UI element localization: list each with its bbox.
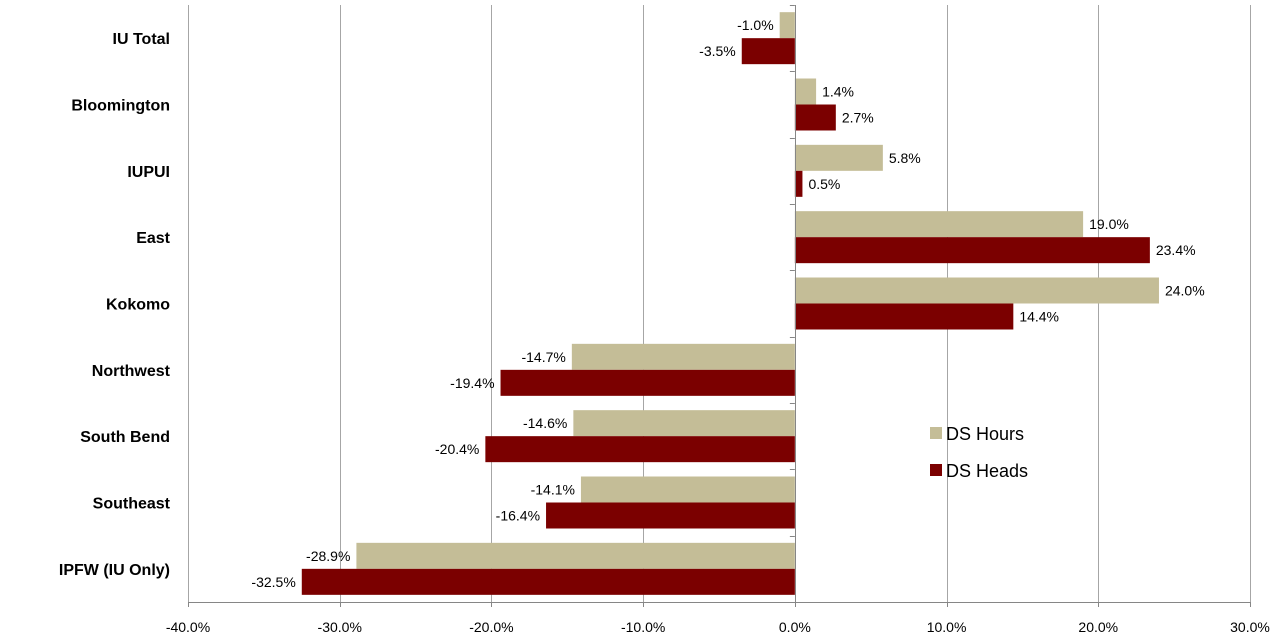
category-label: Bloomington: [71, 98, 170, 115]
legend-label: DS Hours: [946, 424, 1024, 444]
legend-swatch-ds-hours: [930, 427, 942, 439]
x-tick-label: 10.0%: [927, 619, 967, 635]
x-tick-label: -20.0%: [469, 619, 513, 635]
data-labels: -1.0%-3.5% 1.4% 2.7% 5.8% 0.5% 19.0% 23.4% 24.0…: [251, 17, 1204, 590]
data-label: -14.6%: [523, 415, 567, 431]
bar-ds-hours: [794, 277, 1159, 304]
x-tick-label: 0.0%: [779, 619, 811, 635]
category-label: IU Total: [113, 31, 170, 48]
data-label: 2.7%: [842, 110, 874, 126]
category-label: South Bend: [80, 429, 170, 446]
data-label: -14.1%: [531, 482, 575, 498]
x-tick-label: 20.0%: [1078, 619, 1118, 635]
bar-ds-hours: [356, 542, 795, 569]
bars: [301, 12, 1159, 595]
category-label: Kokomo: [106, 297, 170, 314]
legend-label: DS Heads: [946, 461, 1028, 481]
axes: [188, 5, 1251, 607]
data-label: 14.4%: [1019, 309, 1059, 325]
bar-ds-heads: [546, 502, 795, 529]
x-tick-label: 30.0%: [1230, 619, 1270, 635]
x-tick-label: -40.0%: [166, 619, 210, 635]
bar-ds-heads: [485, 436, 795, 463]
bar-ds-heads: [794, 303, 1014, 330]
data-label: -1.0%: [737, 17, 774, 33]
data-label: 0.5%: [808, 176, 840, 192]
x-tick-labels: -40.0% -30.0% -20.0% -10.0% 0.0% 10.0% 20.0% 30…: [166, 619, 1270, 635]
data-label: -14.7%: [521, 349, 565, 365]
category-label: East: [136, 230, 170, 247]
data-label: 1.4%: [822, 84, 854, 100]
bar-ds-heads: [794, 170, 803, 197]
legend-swatch-ds-heads: [930, 464, 942, 476]
bar-ds-heads: [741, 38, 795, 65]
category-label: Northwest: [92, 363, 171, 380]
data-label: -16.4%: [496, 508, 540, 524]
bar-ds-hours: [794, 144, 883, 171]
bar-ds-hours: [571, 343, 795, 370]
category-label: IPFW (IU Only): [59, 562, 170, 579]
data-label: 23.4%: [1156, 242, 1196, 258]
data-label: -32.5%: [251, 574, 295, 590]
data-label: -3.5%: [699, 43, 736, 59]
bar-ds-hours: [779, 12, 795, 39]
bar-ds-hours: [573, 410, 795, 437]
data-label: 24.0%: [1165, 283, 1205, 299]
data-label: -20.4%: [435, 441, 479, 457]
data-label: -28.9%: [306, 548, 350, 564]
data-label: -19.4%: [450, 375, 494, 391]
data-label: 5.8%: [889, 150, 921, 166]
category-label: Southeast: [93, 496, 171, 513]
x-tick-label: -10.0%: [621, 619, 665, 635]
category-labels: IU Total Bloomington IUPUI East Kokomo Northw…: [59, 31, 171, 579]
bar-ds-heads: [500, 369, 795, 396]
category-label: IUPUI: [127, 164, 170, 181]
bar-ds-heads: [301, 568, 795, 595]
bar-ds-hours: [794, 78, 817, 105]
bar-ds-heads: [794, 104, 836, 131]
bar-ds-heads: [794, 237, 1150, 264]
data-label: 19.0%: [1089, 216, 1129, 232]
bar-ds-hours: [580, 476, 795, 503]
legend: DS Hours DS Heads: [930, 424, 1028, 481]
bar-ds-hours: [794, 211, 1084, 238]
x-tick-label: -30.0%: [318, 619, 362, 635]
